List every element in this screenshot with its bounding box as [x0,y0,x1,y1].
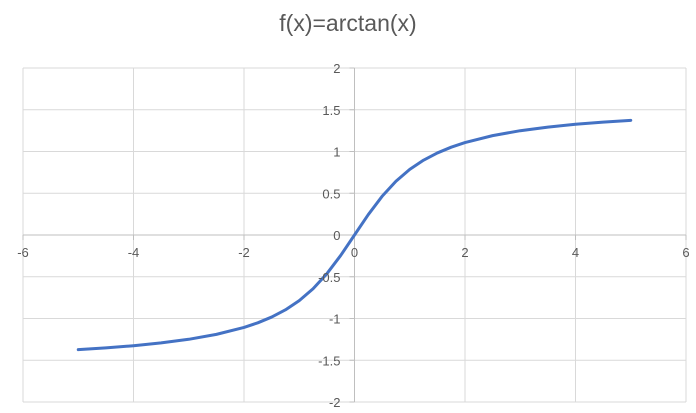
y-tick-label-0: -2 [329,395,341,410]
x-tick-label-2: -2 [238,245,250,260]
x-tick-label-3: 0 [351,245,358,260]
x-tick-label-6: 6 [682,245,689,260]
x-tick-label-4: 2 [461,245,468,260]
y-tick-label-8: 2 [333,61,340,76]
tick-labels: -6 -4 -2 0 2 4 6 -2 -1.5 -1 -0.5 0 0.5 1 1.5 2 [17,61,689,410]
y-tick-label-5: 0.5 [322,186,340,201]
x-tick-label-5: 4 [572,245,579,260]
series-layer [76,118,633,352]
series-line-0 [76,118,633,352]
y-tick-label-7: 1.5 [322,103,340,118]
y-tick-label-2: -1 [329,312,341,327]
chart-title: f(x)=arctan(x) [279,10,417,36]
y-tick-label-1: -1.5 [318,353,340,368]
y-tick-label-4: 0 [333,228,340,243]
y-tick-label-6: 1 [333,145,340,160]
y-tick-label-3: -0.5 [318,270,340,285]
x-tick-label-0: -6 [17,245,29,260]
x-tick-label-1: -4 [128,245,140,260]
